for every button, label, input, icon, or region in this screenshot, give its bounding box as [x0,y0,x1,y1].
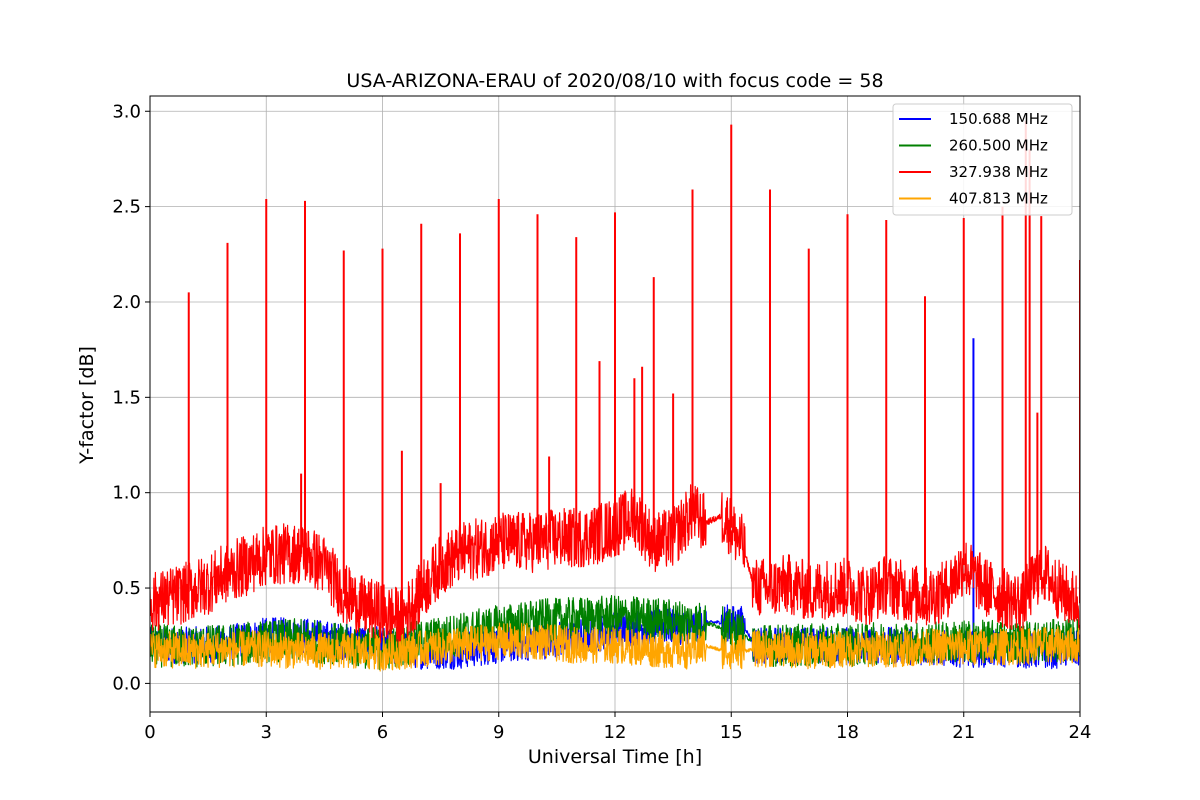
y-tick-label: 0.5 [112,578,141,599]
legend-label: 327.938 MHz [949,163,1048,181]
x-tick-label: 24 [1069,722,1092,743]
x-tick-label: 15 [720,722,743,743]
legend-box [892,103,1073,216]
axis-ticks: 0 3 6 9 12 15 18 21 24 0.0 0.5 1.0 1.5 2.0 2.5 3.0 [112,101,1091,743]
x-tick-label: 6 [377,722,388,743]
series-line [150,622,1080,672]
x-tick-label: 3 [261,722,272,743]
plot-area [150,120,1080,672]
y-tick-label: 1.0 [112,483,141,504]
legend-label: 407.813 MHz [949,190,1048,208]
legend-label: 260.500 MHz [949,137,1048,155]
x-axis-label: Universal Time [h] [528,746,702,768]
x-tick-label: 12 [604,722,627,743]
chart-title: USA-ARIZONA-ERAU of 2020/08/10 with focu… [346,70,883,92]
x-tick-label: 0 [144,722,155,743]
x-tick-label: 9 [493,722,504,743]
y-tick-label: 1.5 [112,387,141,408]
y-tick-label: 2.5 [112,197,141,218]
y-tick-label: 0.0 [112,673,141,694]
x-tick-label: 18 [836,722,859,743]
y-tick-label: 3.0 [112,101,141,122]
legend: 150.688 MHz 260.500 MHz 327.938 MHz 407.813… [892,103,1073,216]
y-tick-label: 2.0 [112,292,141,313]
legend-label: 150.688 MHz [949,110,1048,128]
y-axis-label: Y-factor [dB] [76,346,98,465]
x-tick-label: 21 [952,722,975,743]
